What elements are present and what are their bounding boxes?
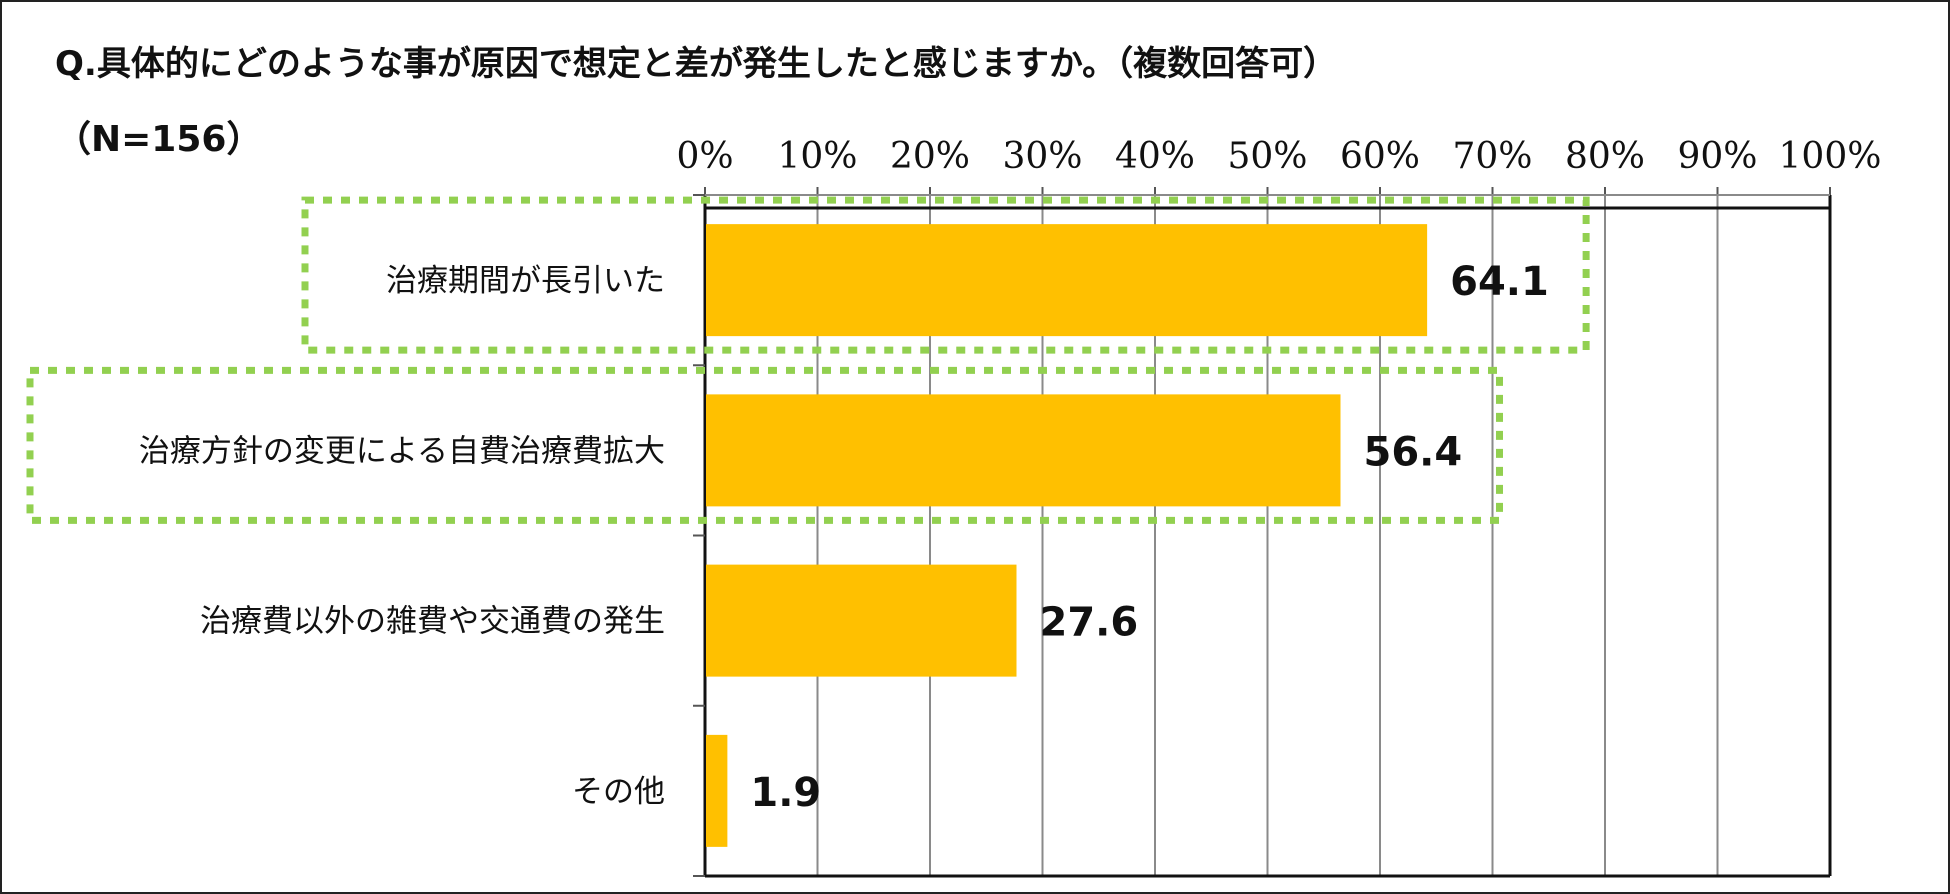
- category-label: その他: [572, 774, 665, 810]
- labels: 治療期間が長引いた 64.1 治療方針の変更による自費治療費拡大 56.4 治療費以外の…: [139, 259, 1549, 816]
- x-tick-label: 70%: [1452, 136, 1532, 177]
- category-label: 治療費以外の雑費や交通費の発生: [200, 604, 665, 640]
- category-label: 治療方針の変更による自費治療費拡大: [139, 433, 665, 469]
- chart-title: Q.具体的にどのような事が原因で想定と差が発生したと感じますか。（複数回答可）: [55, 44, 1338, 84]
- x-tick-label: 30%: [1002, 136, 1082, 177]
- value-label: 27.6: [1040, 600, 1139, 646]
- bars: [706, 224, 1428, 847]
- x-tick-label: 10%: [777, 136, 857, 177]
- highlight-box: [301, 196, 1590, 354]
- bar: [706, 734, 728, 847]
- x-tick-label: 100%: [1779, 136, 1882, 177]
- value-label: 56.4: [1364, 429, 1463, 475]
- bar: [706, 394, 1341, 507]
- value-label: 1.9: [750, 770, 821, 816]
- x-tick-label: 90%: [1677, 136, 1757, 177]
- x-tick-label: 50%: [1227, 136, 1307, 177]
- x-tick-label: 40%: [1115, 136, 1195, 177]
- category-label: 治療期間が長引いた: [386, 263, 665, 299]
- bar: [706, 224, 1428, 337]
- x-tick-label: 60%: [1340, 136, 1420, 177]
- x-axis-ticks: 0% 10% 20% 30% 40% 50% 60% 70% 80% 90% 100%: [676, 136, 1881, 177]
- sample-size-label: （N=156）: [55, 119, 263, 160]
- bar: [706, 564, 1017, 677]
- value-label: 64.1: [1450, 259, 1549, 305]
- x-tick-label: 0%: [676, 136, 733, 177]
- x-tick-label: 20%: [890, 136, 970, 177]
- highlight-boxes: [26, 196, 1590, 524]
- x-tick-label: 80%: [1565, 136, 1645, 177]
